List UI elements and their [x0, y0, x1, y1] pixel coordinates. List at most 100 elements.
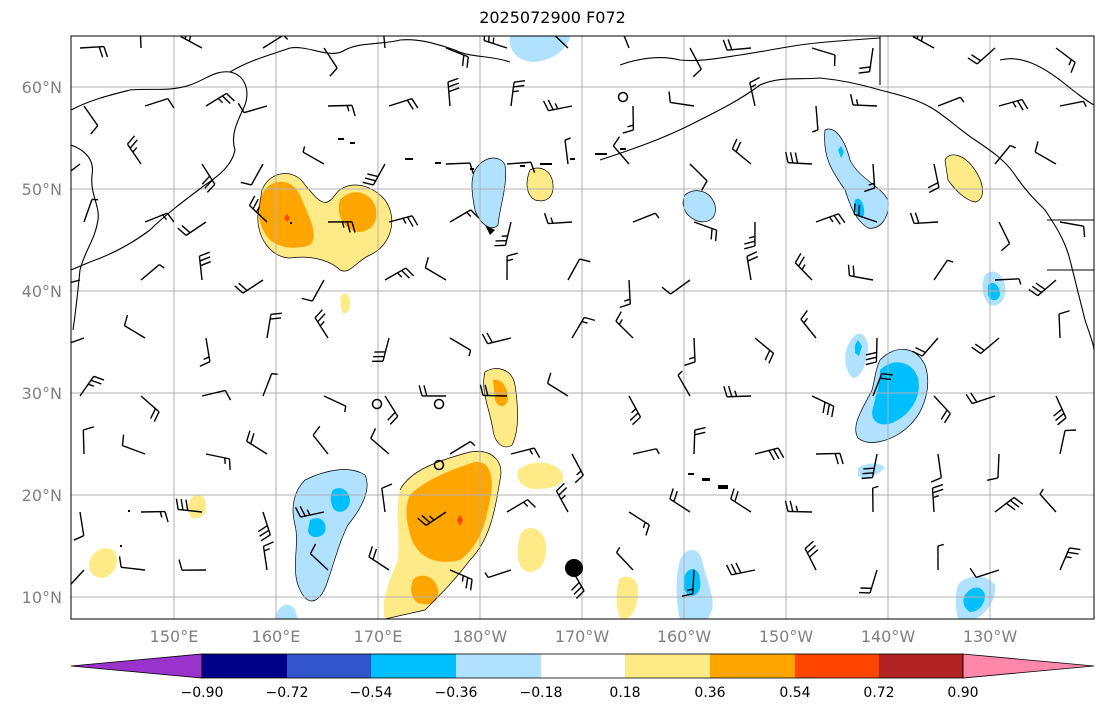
wind-barb — [998, 221, 1011, 252]
wind-barb — [965, 392, 996, 405]
wind-barb — [546, 372, 569, 397]
lat-label: 20°N — [22, 486, 62, 505]
wind-barb — [872, 485, 879, 513]
wind-barb — [858, 569, 878, 594]
wind-barb — [327, 104, 356, 117]
wind-barb — [571, 316, 596, 339]
lat-label: 10°N — [22, 588, 62, 607]
latitude-labels: 60°N 50°N 40°N 30°N 20°N 10°N — [22, 78, 62, 607]
wind-barb — [853, 203, 878, 223]
wind-barb — [205, 453, 231, 470]
wind-barb — [811, 395, 835, 418]
colorbar-segment — [541, 654, 625, 678]
wind-barb — [384, 267, 415, 281]
wind-barb — [479, 384, 508, 397]
wind-barb — [323, 47, 338, 77]
wind-barb — [994, 496, 1024, 513]
wind-barb — [83, 198, 99, 223]
wind-barb — [449, 209, 480, 223]
wind-barb — [927, 163, 940, 194]
wind-barb — [861, 453, 878, 480]
wind-barb — [933, 395, 951, 424]
wind-barb — [849, 94, 878, 107]
wind-barb — [301, 279, 325, 302]
anomaly-positive-region — [340, 293, 350, 314]
wind-barb — [71, 569, 85, 586]
map-frame — [70, 35, 1095, 620]
wind-barb — [506, 252, 518, 281]
station-marker — [433, 459, 445, 471]
wind-barb — [754, 447, 785, 461]
anomaly-negative-strong-region — [838, 146, 844, 158]
wind-barb — [201, 163, 216, 193]
wind-barb — [370, 428, 390, 455]
colorbar-label: 0.18 — [609, 685, 640, 701]
anomaly-positive-region — [945, 154, 983, 202]
wind-barb — [205, 92, 235, 107]
wind-barb — [937, 543, 944, 571]
alaska-north-coast — [619, 37, 881, 66]
wind-barb — [140, 510, 169, 523]
wind-barb — [83, 105, 99, 135]
wind-barb — [994, 278, 1022, 285]
station-marker-filled — [565, 559, 583, 577]
anomaly-positive-strong-region — [258, 181, 314, 248]
colorbar-label: −0.90 — [181, 685, 224, 701]
anomaly-positive-region — [616, 576, 639, 619]
lon-label: 170°E — [354, 627, 403, 646]
wind-barb — [262, 36, 289, 49]
wind-barb — [79, 45, 109, 58]
wind-barb — [543, 212, 573, 225]
wind-barb — [262, 372, 278, 397]
anomaly-positive-max — [284, 214, 290, 222]
wind-barb — [199, 337, 211, 367]
wind-barb — [1053, 395, 1067, 426]
contour-layer — [257, 128, 983, 619]
wind-barb — [661, 279, 691, 295]
anomaly-positive-region — [89, 548, 117, 578]
wind-barb — [240, 163, 264, 186]
anomaly-negative-region — [509, 36, 570, 62]
kamchatka-coast-b — [71, 144, 99, 331]
wind-barbs — [71, 36, 1087, 600]
wind-barb — [126, 135, 142, 165]
anomaly-positive-region — [517, 528, 547, 572]
wind-barb — [684, 337, 696, 366]
wind-barb — [175, 498, 203, 513]
wind-barb — [449, 569, 473, 591]
lon-label: 150°W — [759, 627, 814, 646]
wind-barb — [417, 511, 447, 526]
colorbar-label: 0.90 — [947, 685, 978, 701]
lon-label: 150°E — [150, 627, 199, 646]
wind-barb — [424, 256, 447, 281]
map-area[interactable] — [51, 19, 1095, 620]
wind-barb — [689, 47, 702, 78]
colorbar-label: 0.54 — [779, 685, 810, 701]
wind-barb — [554, 36, 569, 49]
coastlines — [71, 36, 1094, 351]
map-title: 2025072900 F072 — [479, 8, 626, 27]
wind-barb — [555, 482, 569, 513]
wind-barb — [754, 337, 775, 364]
wind-barb — [123, 314, 146, 339]
wind-barb — [723, 385, 752, 398]
wind-barb — [811, 47, 836, 67]
anomaly-positive-max — [457, 515, 463, 526]
anomaly-positive-region — [527, 168, 554, 201]
wind-barb — [246, 430, 268, 455]
wind-barb — [1059, 547, 1081, 571]
shading-layer — [89, 36, 1006, 619]
colorbar-label: 0.36 — [694, 685, 725, 701]
wind-barb — [82, 426, 95, 455]
lat-label: 50°N — [22, 180, 62, 199]
arctic-coast — [229, 39, 511, 73]
wind-barb — [794, 252, 813, 281]
wind-barb — [628, 395, 642, 426]
wind-barb — [1059, 429, 1077, 455]
wind-barb — [812, 105, 819, 133]
lat-label: 40°N — [22, 282, 62, 301]
wind-barb — [864, 163, 876, 193]
wind-barb — [987, 453, 1000, 482]
wind-barb — [71, 337, 85, 344]
wind-barb — [494, 221, 512, 247]
